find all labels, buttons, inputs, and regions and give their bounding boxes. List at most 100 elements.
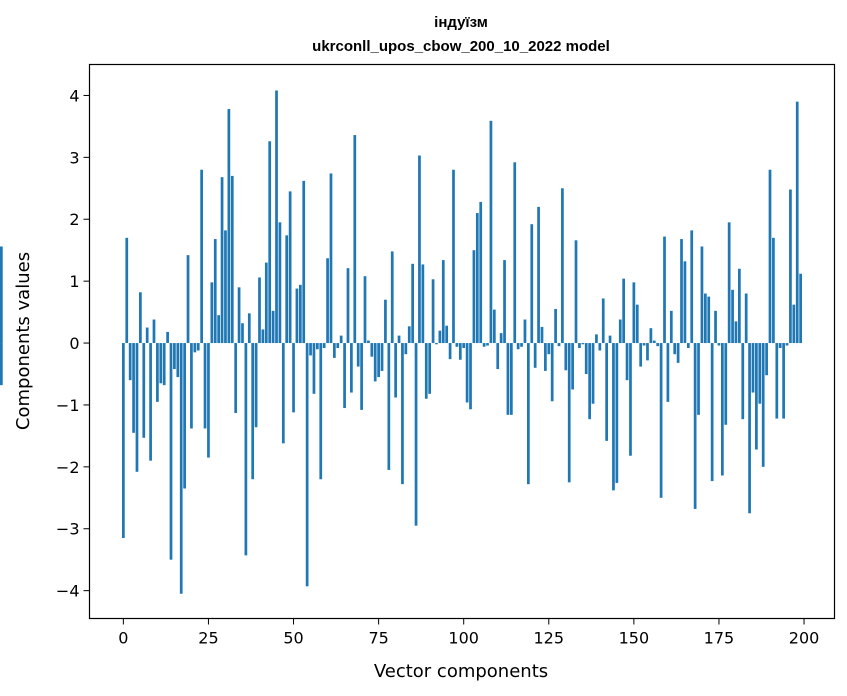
bar — [353, 135, 357, 344]
bar — [727, 222, 731, 344]
bar — [663, 236, 666, 344]
bar — [271, 310, 275, 344]
x-tick-label: 50 — [283, 629, 303, 648]
y-axis-label: Components values — [13, 252, 34, 430]
bar — [629, 343, 632, 456]
bar — [200, 169, 203, 344]
x-axis-label: Vector components — [374, 661, 548, 682]
bar — [0, 246, 3, 344]
bar — [445, 325, 449, 344]
bar — [241, 323, 244, 344]
bar — [513, 162, 517, 344]
y-tick-label: 2 — [69, 210, 79, 229]
bar — [652, 340, 656, 344]
bar — [632, 282, 636, 344]
bar — [475, 213, 479, 344]
bar — [612, 343, 615, 491]
bar — [574, 240, 578, 344]
x-tick-label: 25 — [198, 629, 218, 648]
bar — [744, 293, 748, 344]
bar — [207, 343, 210, 458]
bar — [285, 235, 289, 344]
bar — [707, 296, 711, 344]
bar — [765, 343, 768, 376]
bar — [503, 260, 506, 344]
bar — [673, 343, 677, 355]
bar — [615, 343, 619, 483]
bar — [649, 328, 653, 344]
bar — [227, 109, 231, 344]
bar — [690, 230, 694, 344]
bar — [588, 343, 591, 420]
bar — [639, 343, 643, 367]
bar — [469, 343, 472, 410]
bar — [448, 343, 452, 360]
bar — [367, 340, 370, 344]
bar — [244, 343, 248, 556]
bar — [441, 260, 445, 344]
y-tick-label: −3 — [56, 520, 80, 539]
bar — [210, 282, 214, 344]
bar — [234, 343, 238, 413]
bar — [329, 173, 333, 344]
bar — [792, 304, 796, 344]
bar — [738, 268, 741, 344]
y-tick-label: −2 — [56, 458, 80, 477]
bar — [418, 155, 421, 344]
bar — [455, 343, 459, 347]
bar — [322, 343, 326, 348]
bar — [305, 343, 309, 587]
bar — [0, 343, 3, 386]
bar — [135, 343, 139, 472]
bar — [635, 304, 639, 344]
bar — [360, 343, 363, 410]
bar — [122, 343, 125, 539]
bar — [789, 189, 792, 344]
bar — [550, 343, 554, 402]
x-tick-label: 150 — [619, 629, 650, 648]
bar — [795, 101, 799, 344]
bar — [312, 343, 316, 394]
bar — [540, 326, 544, 344]
bar — [394, 343, 397, 398]
bar — [755, 343, 758, 450]
bar — [683, 261, 687, 344]
bar — [693, 343, 697, 509]
bar — [697, 343, 700, 415]
bar — [278, 222, 282, 344]
bar — [523, 319, 527, 344]
bar — [169, 343, 173, 560]
bar — [176, 343, 180, 378]
bar — [778, 343, 782, 348]
x-axis-ticks: 0 25 50 75 100 125 150 175 200 — [118, 618, 819, 648]
bar — [152, 319, 156, 344]
y-tick-label: 0 — [69, 334, 79, 353]
bar — [230, 175, 234, 344]
bar — [625, 343, 629, 381]
bar — [380, 343, 384, 371]
bar — [336, 343, 340, 348]
bar — [751, 343, 755, 393]
bar — [421, 264, 425, 344]
bar — [680, 239, 683, 344]
bar — [387, 343, 391, 470]
bar — [686, 343, 690, 348]
bar — [404, 343, 408, 355]
y-axis-ticks: −4 −3 −2 −1 0 1 2 3 4 — [56, 86, 90, 601]
bar — [196, 343, 200, 351]
x-tick-label: 175 — [704, 629, 735, 648]
bar — [315, 343, 319, 350]
bar — [190, 343, 193, 429]
bar — [438, 330, 442, 344]
bar — [584, 343, 588, 374]
bar — [452, 169, 455, 344]
bar — [772, 237, 775, 344]
bar — [261, 329, 265, 344]
bar — [179, 343, 183, 594]
bar — [516, 343, 520, 350]
bar — [622, 278, 626, 344]
bar — [482, 343, 486, 347]
bar — [326, 258, 329, 344]
bar — [132, 343, 135, 433]
bars-group — [0, 90, 802, 594]
